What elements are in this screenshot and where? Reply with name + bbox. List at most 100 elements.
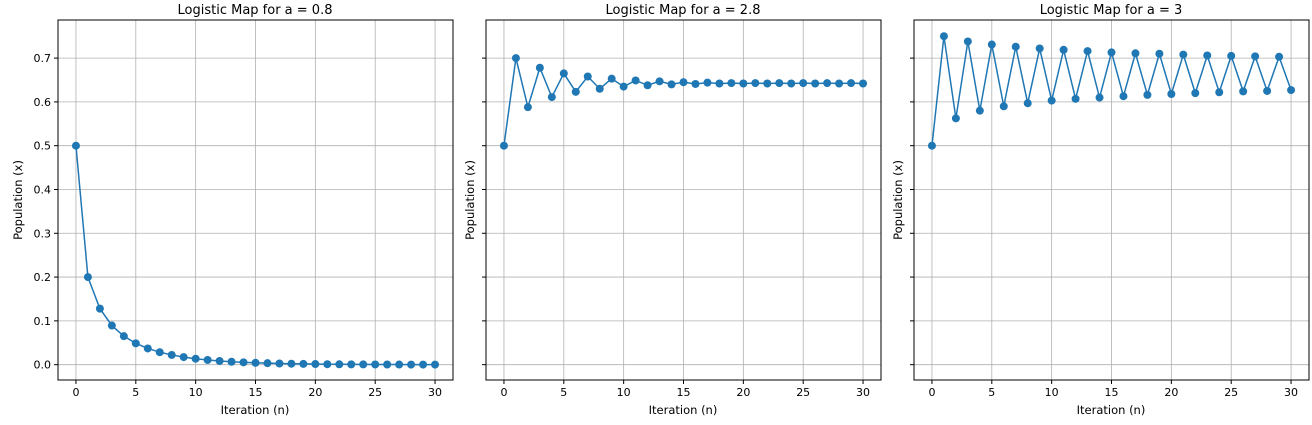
data-point xyxy=(811,79,820,88)
data-point xyxy=(311,360,320,369)
data-point xyxy=(419,360,428,369)
x-tick-label: 20 xyxy=(308,386,322,399)
data-point xyxy=(927,141,936,150)
data-point xyxy=(939,32,948,41)
data-point xyxy=(787,79,796,88)
x-tick-label: 15 xyxy=(677,386,691,399)
data-point xyxy=(655,77,664,86)
data-point xyxy=(1287,86,1296,95)
data-point xyxy=(83,273,92,282)
data-point xyxy=(1251,52,1260,61)
data-point xyxy=(595,84,604,93)
data-point xyxy=(1167,90,1176,99)
data-point xyxy=(1035,44,1044,53)
data-point xyxy=(751,79,760,88)
x-tick-label: 20 xyxy=(736,386,750,399)
data-point xyxy=(1275,52,1284,61)
data-point xyxy=(667,80,676,89)
data-point xyxy=(119,332,128,341)
data-point xyxy=(1083,47,1092,56)
x-tick-label: 5 xyxy=(560,386,567,399)
data-point xyxy=(203,355,212,364)
data-point xyxy=(1011,42,1020,51)
data-point xyxy=(535,63,544,72)
subplot-a-3: Logistic Map for a = 3 Iteration (n) Pop… xyxy=(891,3,1310,417)
data-point xyxy=(835,79,844,88)
data-point xyxy=(1239,87,1248,96)
data-point xyxy=(107,321,116,330)
x-tick-label: 5 xyxy=(132,386,139,399)
x-tick-label: 10 xyxy=(1045,386,1059,399)
data-point xyxy=(499,141,508,150)
data-point xyxy=(847,79,856,88)
data-point xyxy=(299,359,308,368)
data-point xyxy=(1203,51,1212,60)
x-tick-label: 25 xyxy=(368,386,382,399)
data-point xyxy=(739,79,748,88)
data-point xyxy=(703,78,712,87)
data-point xyxy=(431,360,440,369)
data-point xyxy=(1047,96,1056,105)
data-point xyxy=(679,78,688,87)
data-point xyxy=(987,40,996,49)
subplot-title: Logistic Map for a = 2.8 xyxy=(606,3,761,18)
data-point xyxy=(631,76,640,85)
data-point xyxy=(775,79,784,88)
data-point xyxy=(1155,49,1164,58)
data-point xyxy=(359,360,368,369)
data-point xyxy=(251,358,260,367)
subplot-title: Logistic Map for a = 0.8 xyxy=(178,3,333,18)
subplot-a-0-8: Logistic Map for a = 0.8 Iteration (n) P… xyxy=(11,3,454,417)
x-tick-label: 5 xyxy=(988,386,995,399)
data-point xyxy=(263,359,272,368)
data-point xyxy=(155,348,164,357)
x-tick-label: 25 xyxy=(1224,386,1238,399)
data-point xyxy=(1023,99,1032,108)
x-axis-label: Iteration (n) xyxy=(221,403,290,417)
plot-frame xyxy=(57,19,454,381)
data-point xyxy=(547,93,556,102)
subplot-title: Logistic Map for a = 3 xyxy=(1040,3,1183,18)
data-point xyxy=(395,360,404,369)
y-axis-label: Population (x) xyxy=(891,160,905,240)
x-tick-label: 15 xyxy=(1105,386,1119,399)
x-axis-label: Iteration (n) xyxy=(1077,403,1146,417)
data-point xyxy=(95,304,104,313)
y-axis-label: Population (x) xyxy=(463,160,477,240)
data-point xyxy=(275,359,284,368)
x-tick-label: 20 xyxy=(1164,386,1178,399)
x-tick-label: 0 xyxy=(72,386,79,399)
x-tick-label: 10 xyxy=(617,386,631,399)
data-point xyxy=(1095,93,1104,102)
data-point xyxy=(607,74,616,83)
data-point xyxy=(335,360,344,369)
x-tick-label: 30 xyxy=(1284,386,1298,399)
data-point xyxy=(1119,92,1128,101)
data-point xyxy=(179,353,188,362)
data-point xyxy=(523,103,532,112)
data-point xyxy=(799,79,808,88)
data-point xyxy=(239,358,248,367)
data-point xyxy=(1263,86,1272,95)
data-point xyxy=(1131,49,1140,58)
x-axis-label: Iteration (n) xyxy=(649,403,718,417)
data-point xyxy=(227,357,236,366)
subplot-a-2-8: Logistic Map for a = 2.8 Iteration (n) P… xyxy=(463,3,882,417)
y-tick-label: 0.5 xyxy=(34,140,52,153)
x-tick-label: 10 xyxy=(189,386,203,399)
data-point xyxy=(383,360,392,369)
data-point xyxy=(511,54,520,63)
data-point xyxy=(347,360,356,369)
data-point xyxy=(619,82,628,91)
data-point xyxy=(691,79,700,88)
data-point xyxy=(643,81,652,90)
x-tick-label: 15 xyxy=(249,386,263,399)
x-tick-label: 25 xyxy=(796,386,810,399)
data-point xyxy=(951,114,960,123)
data-point xyxy=(215,356,224,365)
y-tick-label: 0.4 xyxy=(34,183,52,196)
y-tick-label: 0.0 xyxy=(34,359,52,372)
y-axis-label: Population (x) xyxy=(11,160,25,240)
data-point xyxy=(1071,94,1080,103)
